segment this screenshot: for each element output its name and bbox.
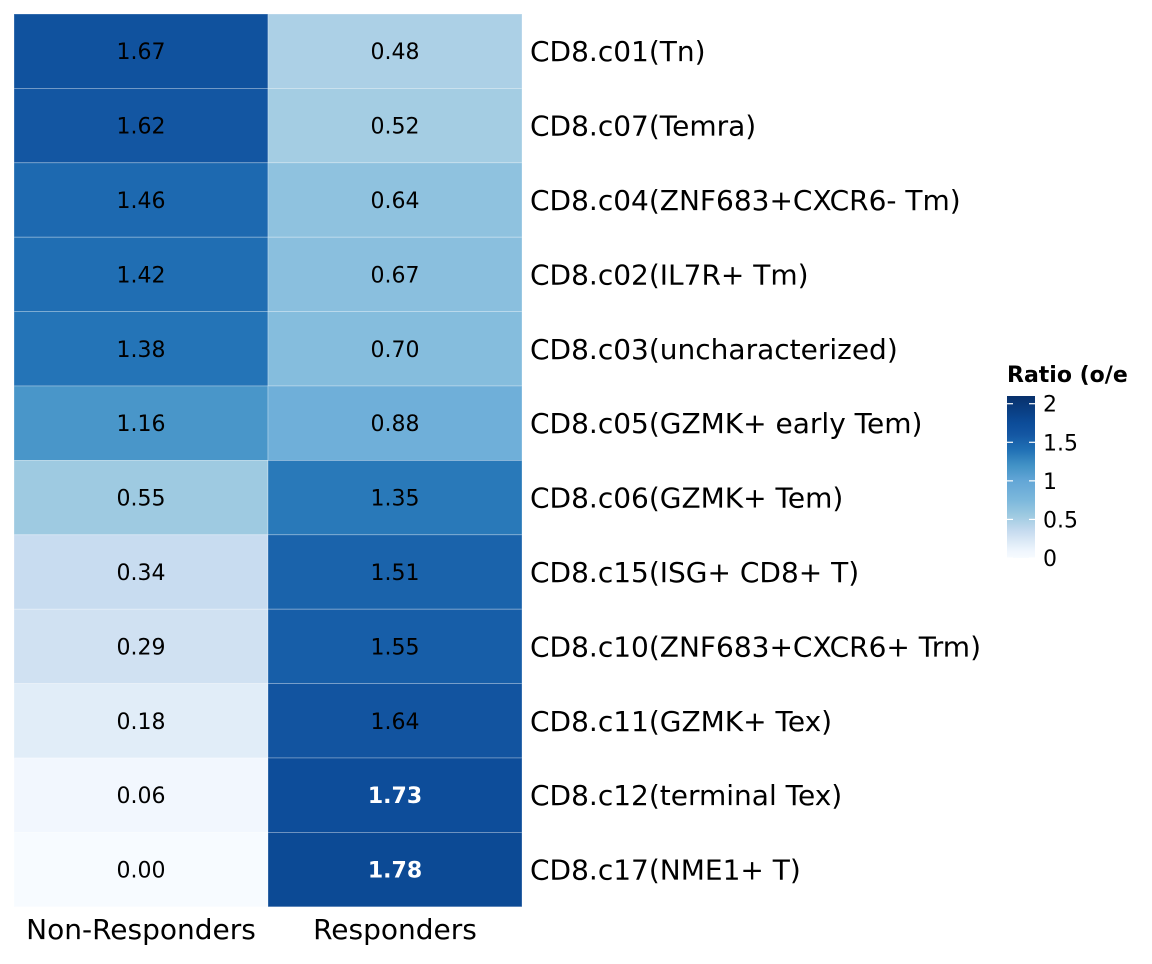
heatmap-cell (13, 459, 269, 536)
heatmap-cell (267, 832, 523, 908)
heatmap-cell (13, 534, 269, 610)
heatmap-cell (267, 88, 523, 164)
column-label: Non-Responders (26, 913, 256, 946)
heatmap-cell (267, 385, 523, 461)
row-label: CD8.c06(GZMK+ Tem) (530, 482, 843, 515)
heatmap-cell (267, 683, 523, 759)
legend-color-bar (1007, 396, 1035, 558)
heatmap-cell (267, 162, 523, 238)
cell-value-label: 0.64 (371, 189, 420, 214)
row-labels: CD8.c01(Tn) CD8.c07(Temra) CD8.c04(ZNF683+… (530, 35, 981, 886)
legend-tick-label: 0.5 (1043, 508, 1078, 533)
heatmap-cell (13, 757, 269, 833)
legend-tick-label: 1.5 (1043, 431, 1078, 456)
heatmap-cell (13, 162, 269, 238)
cell-value-label: 1.16 (117, 412, 166, 437)
row-label: CD8.c15(ISG+ CD8+ T) (530, 556, 859, 589)
cell-value-label: 0.29 (117, 635, 166, 660)
row-label: CD8.c02(IL7R+ Tm) (530, 258, 809, 291)
row-label: CD8.c12(terminal Tex) (530, 779, 842, 812)
cell-value-label: 1.35 (371, 487, 420, 512)
cell-value-label: 0.70 (371, 338, 420, 363)
heatmap-cell (13, 13, 269, 89)
row-label: CD8.c03(uncharacterized) (530, 333, 898, 366)
cell-value-label: 0.52 (371, 115, 420, 140)
heatmap-cell (267, 459, 523, 536)
column-label: Responders (313, 913, 477, 946)
row-label: CD8.c11(GZMK+ Tex) (530, 705, 832, 738)
heatmap-cell (267, 13, 523, 89)
color-legend: Ratio (o/e 0 0.5 1 1.5 2 (1007, 363, 1128, 572)
row-label: CD8.c01(Tn) (530, 35, 706, 68)
heatmap-cell (13, 832, 269, 908)
legend-title: Ratio (o/e (1007, 363, 1128, 388)
cell-value-label: 1.55 (371, 635, 420, 660)
column-labels: Non-Responders Responders (26, 913, 477, 946)
legend-tick-label: 1 (1043, 470, 1057, 495)
cell-value-label: 1.64 (371, 710, 420, 735)
row-label: CD8.c17(NME1+ T) (530, 854, 801, 887)
legend-tick-label: 0 (1043, 547, 1057, 572)
cell-value-label: 0.67 (371, 263, 420, 288)
cell-value-label: 1.46 (117, 189, 166, 214)
cell-value-label: 0.00 (117, 859, 166, 884)
cell-value-label: 1.78 (368, 859, 422, 884)
heatmap-cell (13, 236, 269, 312)
cell-value-label: 1.73 (368, 784, 422, 809)
cell-value-label: 1.62 (117, 115, 166, 140)
cell-value-label: 0.48 (371, 40, 420, 65)
row-label: CD8.c10(ZNF683+CXCR6+ Trm) (530, 630, 981, 663)
heatmap-cell (267, 608, 523, 685)
heatmap-cell (13, 88, 269, 164)
cell-value-label: 1.42 (117, 263, 166, 288)
heatmap-cell (13, 683, 269, 759)
row-label: CD8.c07(Temra) (530, 110, 756, 143)
heatmap-cell (267, 534, 523, 610)
heatmap-cell (13, 608, 269, 685)
cell-value-label: 1.67 (117, 40, 166, 65)
legend-ticks: 0 0.5 1 1.5 2 (1007, 393, 1078, 572)
cell-value-label: 0.34 (117, 561, 166, 586)
cell-value-label: 1.51 (371, 561, 420, 586)
heatmap-cell (267, 236, 523, 312)
cell-value-label: 0.18 (117, 710, 166, 735)
row-label: CD8.c05(GZMK+ early Tem) (530, 407, 922, 440)
heatmap-cells: 1.67 0.48 1.62 0.52 1.46 0.64 1.42 0.67 1.38 0.70… (13, 13, 523, 908)
legend-tick-label: 2 (1043, 393, 1057, 418)
cell-value-label: 1.38 (117, 338, 166, 363)
heatmap-cell (267, 311, 523, 387)
cell-value-label: 0.55 (117, 487, 166, 512)
cell-value-label: 0.06 (117, 784, 166, 809)
cell-value-label: 0.88 (371, 412, 420, 437)
row-label: CD8.c04(ZNF683+CXCR6- Tm) (530, 184, 961, 217)
heatmap-cell (267, 757, 523, 833)
